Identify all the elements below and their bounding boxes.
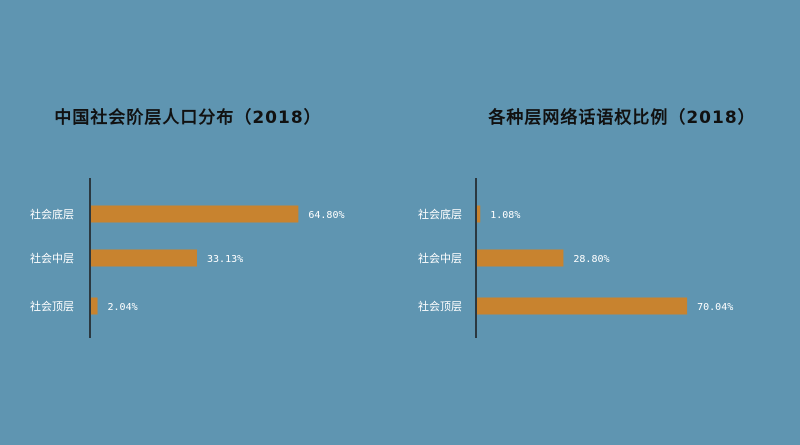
- bar: [91, 297, 98, 315]
- bar-chart-discourse-power: 社会底层 1.08% 社会中层 28.80% 社会顶层 70.04%: [418, 178, 733, 338]
- chart-title: 各种层网络话语权比例（2018）: [488, 108, 756, 128]
- chart-title: 中国社会阶层人口分布（2018）: [54, 108, 322, 128]
- chart-panel-population: 中国社会阶层人口分布（2018） 社会底层 64.80% 社会中层 33.13% 社会顶…: [30, 108, 344, 338]
- value-label: 1.08%: [490, 210, 520, 221]
- chart-panel-discourse-power: 各种层网络话语权比例（2018） 社会底层 1.08% 社会中层 28.80% 社会顶层…: [400, 0, 800, 445]
- category-label: 社会顶层: [418, 299, 462, 313]
- value-label: 2.04%: [108, 302, 138, 313]
- category-label: 社会中层: [418, 251, 462, 265]
- bar: [477, 297, 688, 315]
- bar: [477, 205, 481, 223]
- category-label: 社会中层: [30, 251, 74, 265]
- value-label: 28.80%: [573, 254, 609, 265]
- category-label: 社会底层: [30, 207, 74, 221]
- category-label: 社会底层: [418, 207, 462, 221]
- bar: [91, 249, 198, 267]
- value-label: 33.13%: [207, 254, 243, 265]
- bar: [91, 205, 299, 223]
- bar-chart-population: 社会底层 64.80% 社会中层 33.13% 社会顶层 2.04%: [30, 178, 344, 338]
- bar: [477, 249, 564, 267]
- category-label: 社会顶层: [30, 299, 74, 313]
- value-label: 64.80%: [308, 210, 344, 221]
- value-label: 70.04%: [697, 302, 733, 313]
